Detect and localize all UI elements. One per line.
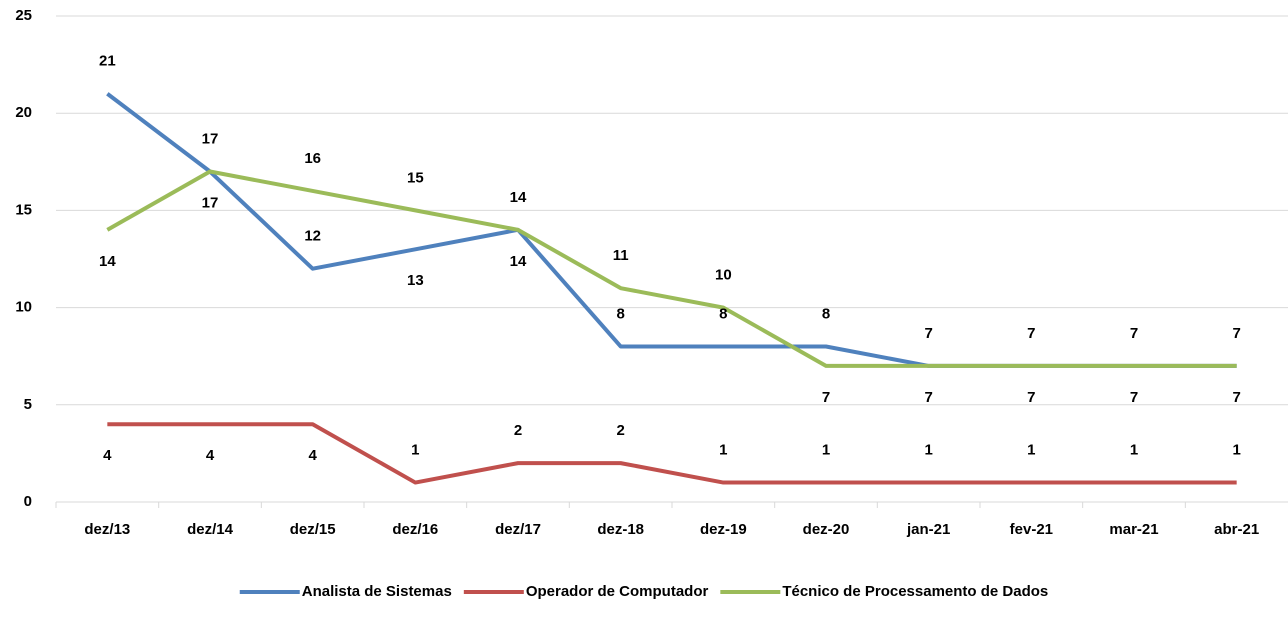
series-line [107, 422, 1237, 485]
data-label: 7 [1130, 389, 1138, 406]
legend-label: Operador de Computador [526, 583, 709, 600]
data-label: 1 [822, 442, 830, 459]
x-tick-label: fev-21 [1010, 521, 1053, 538]
x-tick-label: dez/14 [187, 521, 234, 538]
data-label: 7 [1130, 325, 1138, 342]
series-line [106, 169, 1237, 368]
data-label: 14 [99, 253, 116, 270]
data-label: 4 [206, 447, 215, 464]
data-label: 15 [407, 169, 424, 186]
y-tick-label: 25 [15, 7, 32, 24]
data-label: 17 [202, 130, 219, 147]
data-label: 7 [924, 325, 932, 342]
y-tick-label: 10 [15, 299, 32, 316]
data-label: 11 [613, 247, 629, 264]
data-label: 4 [308, 447, 317, 464]
data-label: 10 [715, 267, 732, 284]
x-tick-label: mar-21 [1109, 521, 1158, 538]
data-label: 8 [616, 305, 624, 322]
data-label: 1 [1027, 442, 1035, 459]
data-label: 12 [304, 228, 321, 245]
data-label: 7 [822, 389, 830, 406]
data-label: 7 [1232, 389, 1240, 406]
data-label: 7 [1027, 325, 1035, 342]
x-tick-label: jan-21 [906, 521, 950, 538]
data-label: 14 [510, 253, 527, 270]
data-label: 2 [616, 422, 624, 439]
data-label: 7 [1027, 389, 1035, 406]
data-label: 14 [510, 189, 527, 206]
data-label: 1 [1130, 442, 1138, 459]
data-label: 1 [411, 442, 419, 459]
data-label: 17 [202, 194, 219, 211]
data-label: 8 [719, 305, 727, 322]
data-label: 8 [822, 305, 830, 322]
x-tick-label: abr-21 [1214, 521, 1259, 538]
x-tick-label: dez-18 [597, 521, 644, 538]
data-label: 13 [407, 272, 424, 289]
data-label: 7 [924, 389, 932, 406]
data-label: 1 [924, 442, 932, 459]
x-tick-label: dez/17 [495, 521, 541, 538]
data-label: 1 [1232, 442, 1240, 459]
x-tick-label: dez/13 [84, 521, 130, 538]
data-label: 16 [304, 150, 321, 167]
data-label: 2 [514, 422, 522, 439]
x-tick-label: dez/15 [290, 521, 336, 538]
data-label: 7 [1232, 325, 1240, 342]
data-label: 1 [719, 442, 727, 459]
y-tick-label: 15 [15, 201, 32, 218]
x-tick-label: dez-19 [700, 521, 747, 538]
series-line [106, 92, 1237, 368]
legend-label: Analista de Sistemas [302, 583, 452, 600]
y-tick-label: 20 [15, 104, 32, 121]
legend-label: Técnico de Processamento de Dados [782, 583, 1048, 600]
y-tick-label: 0 [24, 493, 32, 510]
y-tick-label: 5 [24, 396, 32, 413]
x-tick-label: dez/16 [392, 521, 438, 538]
x-tick-label: dez-20 [803, 521, 850, 538]
data-label: 4 [103, 447, 112, 464]
data-label: 21 [99, 53, 116, 70]
